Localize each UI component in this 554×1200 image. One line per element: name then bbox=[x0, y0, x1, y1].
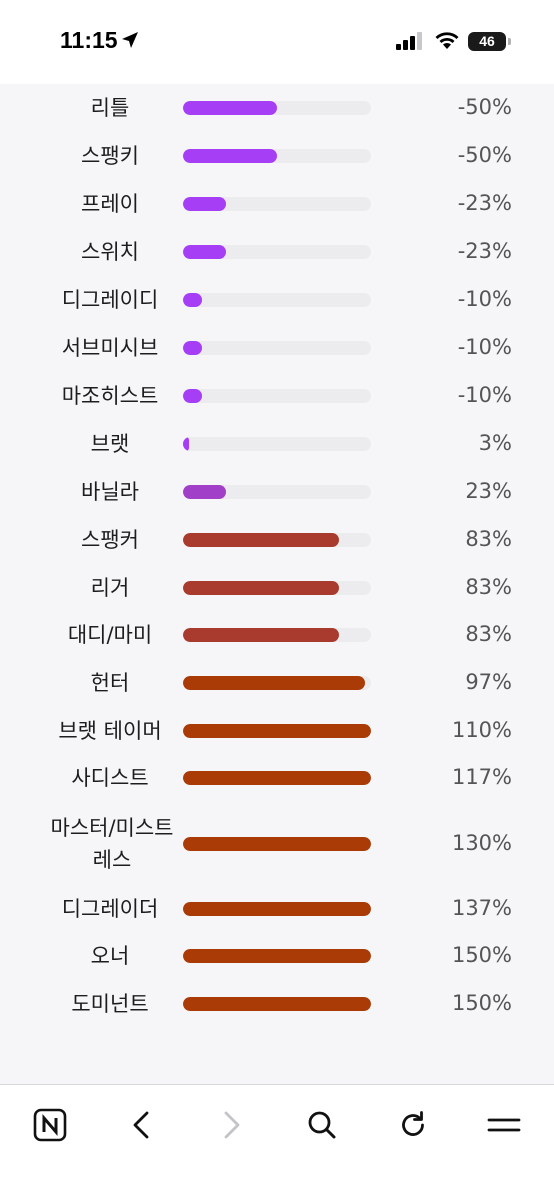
progress-track bbox=[183, 676, 371, 690]
progress-track bbox=[183, 389, 371, 403]
row-percentage: -50% bbox=[457, 95, 512, 119]
progress-track bbox=[183, 101, 371, 115]
progress-fill bbox=[183, 628, 340, 642]
progress-fill bbox=[183, 724, 371, 738]
progress-fill bbox=[183, 949, 371, 963]
progress-fill bbox=[183, 837, 371, 851]
row-percentage: 23% bbox=[465, 479, 512, 503]
row-percentage: 137% bbox=[451, 896, 512, 920]
row-label: 스팽키 bbox=[81, 144, 139, 168]
row-label: 브랫 테이머 bbox=[58, 719, 162, 743]
progress-fill bbox=[183, 902, 371, 916]
row-label: 오너 bbox=[90, 944, 130, 968]
progress-track bbox=[183, 149, 371, 163]
search-button[interactable] bbox=[298, 1101, 346, 1149]
row-label: 리거 bbox=[90, 576, 130, 600]
row-percentage: -23% bbox=[457, 239, 512, 263]
row-percentage: -10% bbox=[457, 287, 512, 311]
progress-fill bbox=[183, 676, 366, 690]
row-label: 서브미시브 bbox=[61, 336, 159, 360]
progress-fill bbox=[183, 149, 277, 163]
progress-track bbox=[183, 724, 371, 738]
progress-fill bbox=[183, 293, 202, 307]
row-label: 리틀 bbox=[90, 96, 130, 120]
location-arrow-icon bbox=[122, 32, 138, 48]
row-percentage: 130% bbox=[451, 831, 512, 855]
progress-track bbox=[183, 837, 371, 851]
progress-track bbox=[183, 341, 371, 355]
row-label: 대디/마미 bbox=[67, 623, 153, 647]
row-label: 디그레이디 bbox=[61, 288, 159, 312]
progress-fill bbox=[183, 341, 202, 355]
progress-fill bbox=[183, 245, 227, 259]
progress-fill bbox=[183, 997, 371, 1011]
progress-fill bbox=[183, 197, 227, 211]
progress-track bbox=[183, 437, 371, 451]
battery-nub bbox=[508, 38, 511, 45]
row-label: 디그레이더 bbox=[61, 897, 159, 921]
row-percentage: -23% bbox=[457, 191, 512, 215]
row-label: 마스터/미스트레스 bbox=[50, 816, 174, 872]
row-label: 헌터 bbox=[90, 671, 130, 695]
back-button[interactable] bbox=[117, 1101, 165, 1149]
row-percentage: -10% bbox=[457, 335, 512, 359]
progress-track bbox=[183, 245, 371, 259]
forward-button[interactable] bbox=[208, 1101, 256, 1149]
results-list[interactable]: 리틀 -50% 스팽키 -50% 프레이 -23% 스위치 -23% 디그레이디 -10% 서브미시… bbox=[0, 84, 554, 1084]
row-percentage: 83% bbox=[465, 527, 512, 551]
status-bar: 11:15 46 bbox=[0, 0, 554, 84]
progress-fill bbox=[183, 533, 340, 547]
naver-home-button[interactable] bbox=[26, 1101, 74, 1149]
row-label: 브랫 bbox=[90, 432, 130, 456]
progress-track bbox=[183, 902, 371, 916]
progress-fill bbox=[183, 389, 202, 403]
back-icon bbox=[133, 1111, 149, 1139]
progress-track bbox=[183, 628, 371, 642]
row-label: 마조히스트 bbox=[61, 384, 159, 408]
reload-button[interactable] bbox=[389, 1101, 437, 1149]
progress-track bbox=[183, 197, 371, 211]
row-label: 바닐라 bbox=[81, 480, 139, 504]
naver-home-icon bbox=[33, 1108, 67, 1142]
status-time: 11:15 bbox=[60, 27, 118, 53]
menu-icon bbox=[487, 1118, 521, 1132]
progress-fill bbox=[183, 581, 340, 595]
battery-icon: 46 bbox=[468, 32, 506, 51]
search-icon bbox=[308, 1111, 336, 1139]
row-label: 사디스트 bbox=[71, 766, 149, 790]
row-percentage: 117% bbox=[451, 765, 512, 789]
forward-icon bbox=[224, 1111, 240, 1139]
browser-toolbar bbox=[0, 1084, 554, 1200]
row-label: 프레이 bbox=[81, 192, 139, 216]
row-label: 스위치 bbox=[81, 240, 139, 264]
progress-track bbox=[183, 293, 371, 307]
reload-icon bbox=[402, 1111, 424, 1136]
row-percentage: -50% bbox=[457, 143, 512, 167]
progress-track bbox=[183, 533, 371, 547]
progress-track bbox=[183, 581, 371, 595]
progress-track bbox=[183, 997, 371, 1011]
row-percentage: 97% bbox=[465, 670, 512, 694]
row-percentage: 150% bbox=[451, 943, 512, 967]
menu-button[interactable] bbox=[480, 1101, 528, 1149]
progress-fill bbox=[183, 485, 227, 499]
row-percentage: 3% bbox=[478, 431, 512, 455]
row-percentage: 83% bbox=[465, 622, 512, 646]
row-percentage: 83% bbox=[465, 575, 512, 599]
row-percentage: -10% bbox=[457, 383, 512, 407]
progress-track bbox=[183, 771, 371, 785]
progress-fill bbox=[183, 771, 371, 785]
progress-track bbox=[183, 949, 371, 963]
row-label: 스팽커 bbox=[81, 528, 139, 552]
progress-fill bbox=[183, 437, 189, 451]
row-percentage: 150% bbox=[451, 991, 512, 1015]
row-percentage: 110% bbox=[451, 718, 512, 742]
wifi-icon bbox=[435, 32, 459, 49]
progress-track bbox=[183, 485, 371, 499]
progress-fill bbox=[183, 101, 277, 115]
cellular-signal-icon bbox=[396, 32, 422, 50]
row-label: 도미넌트 bbox=[71, 992, 149, 1016]
